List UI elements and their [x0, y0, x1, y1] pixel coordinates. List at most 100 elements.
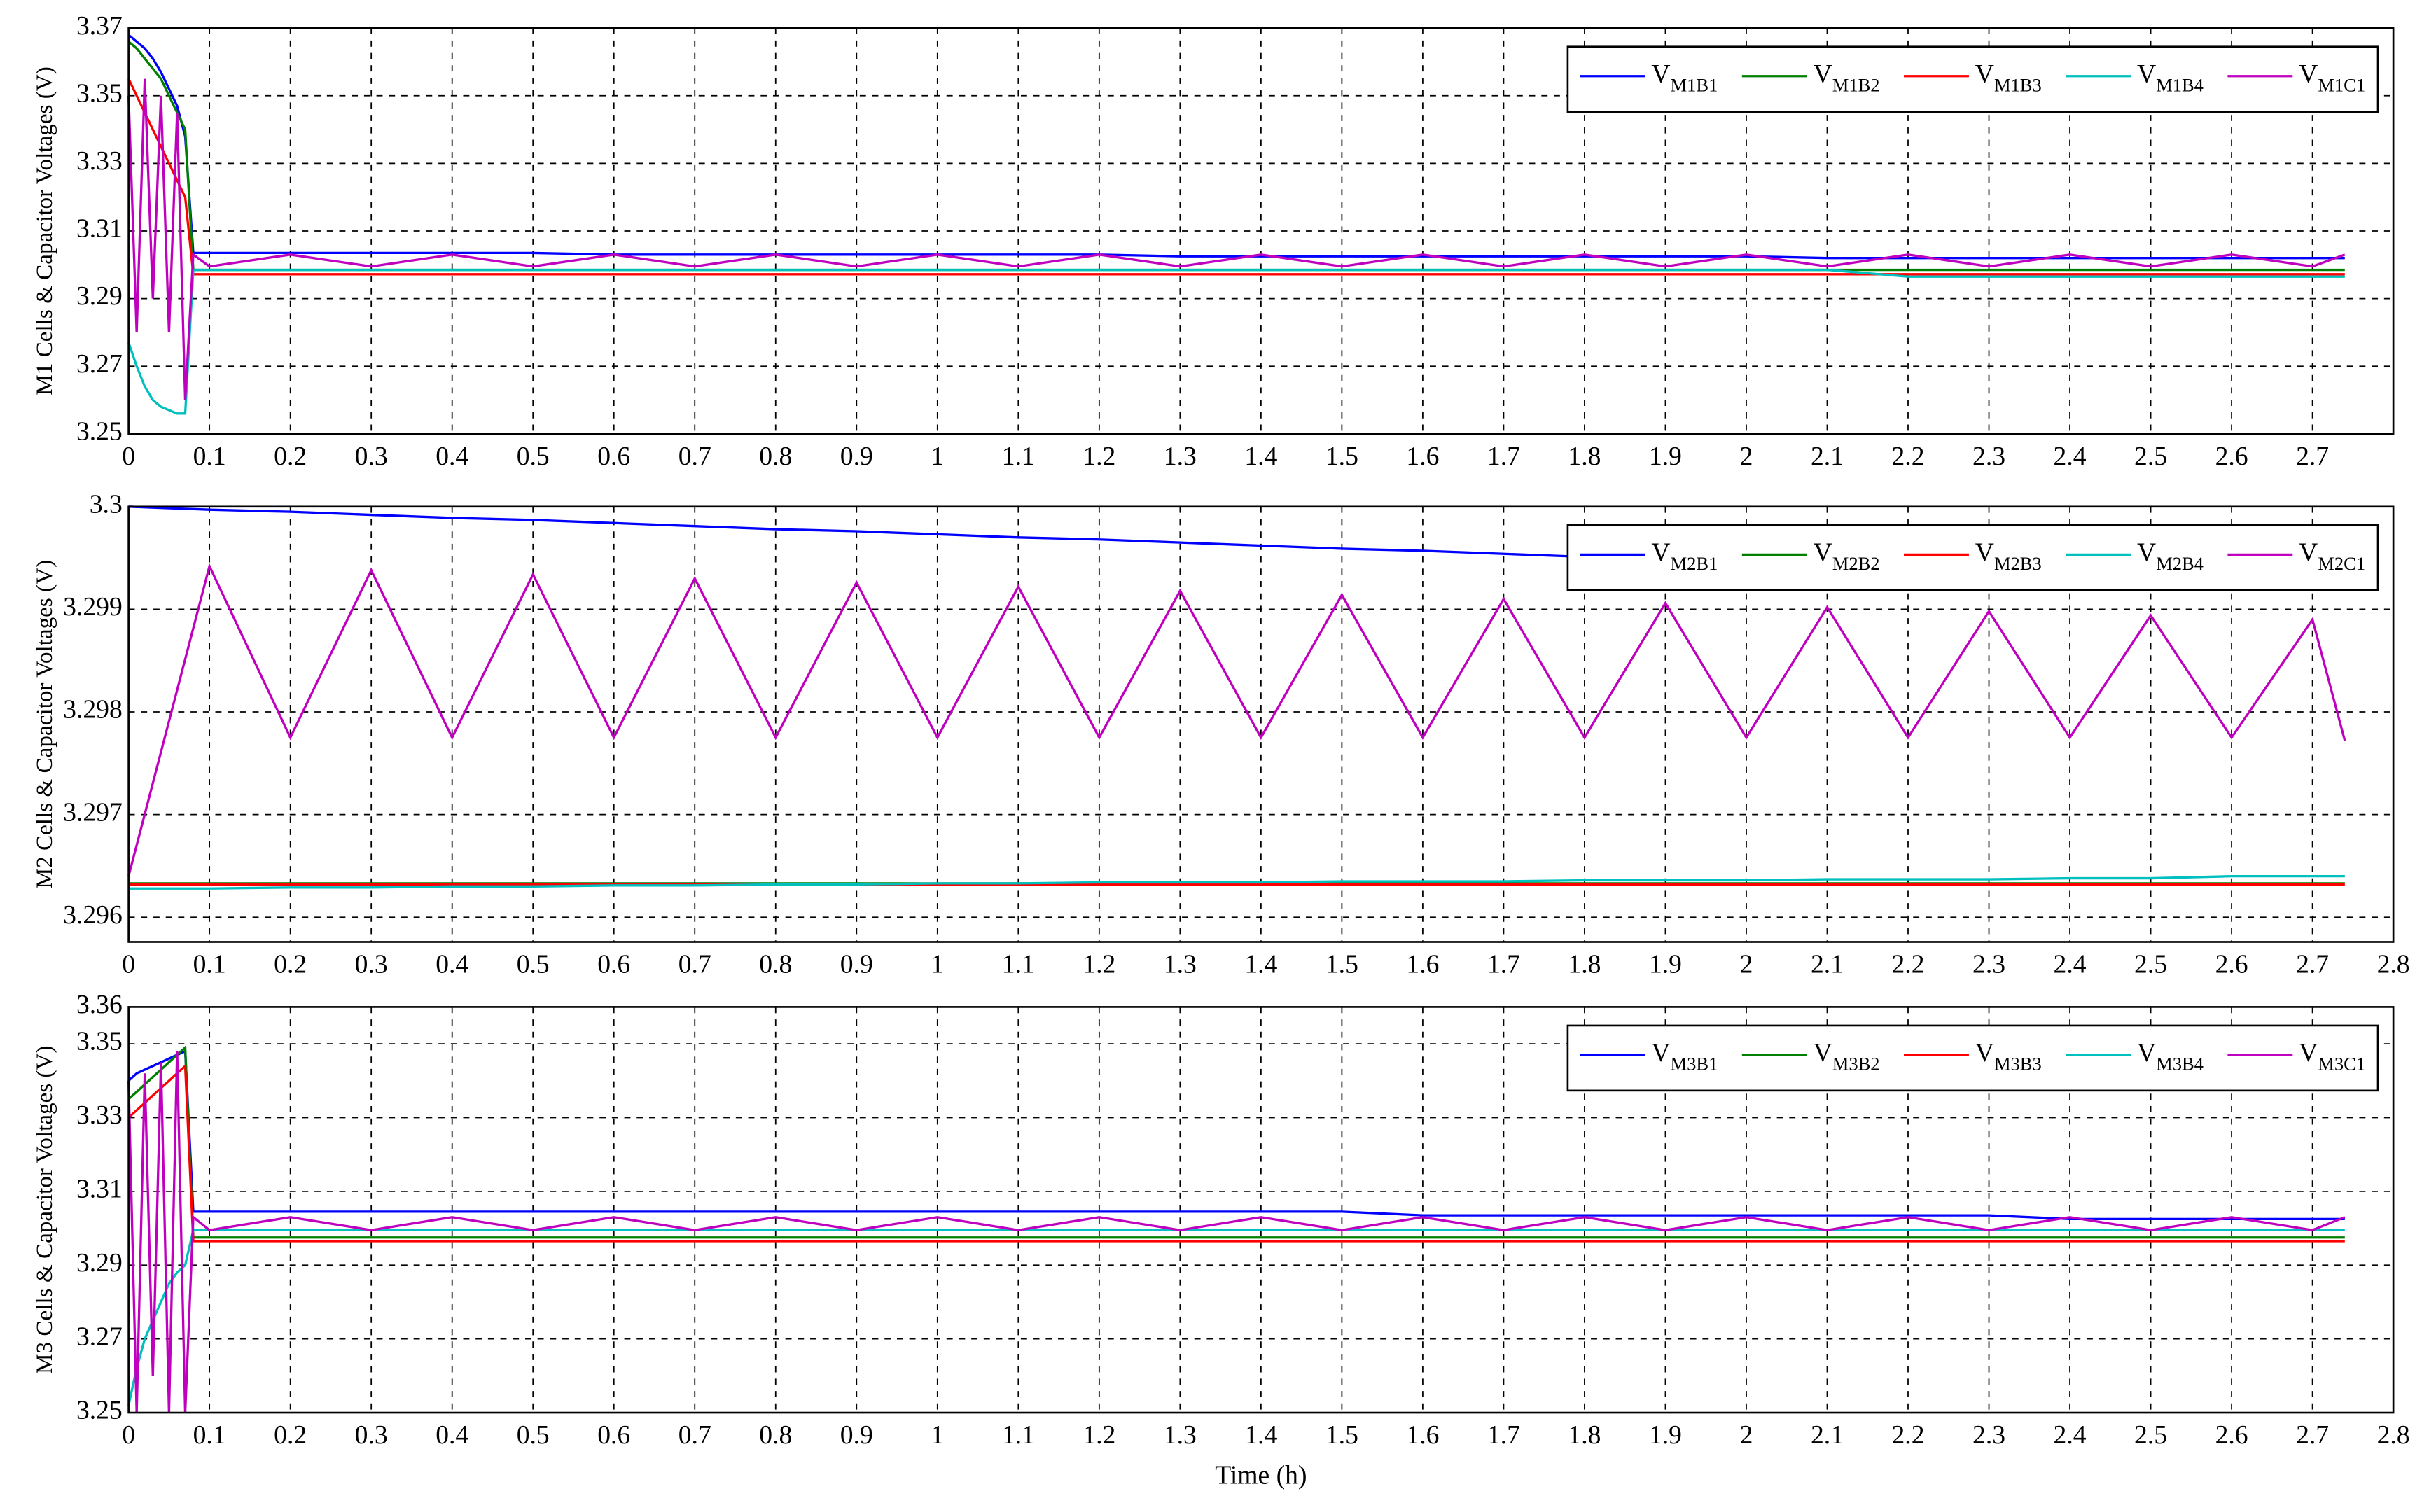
- x-tick-label: 1.1: [1002, 950, 1035, 979]
- legend-label: VM2B3: [1975, 538, 2042, 574]
- plot-frame: [127, 1006, 2395, 1414]
- legend-label: VM2C1: [2299, 538, 2365, 574]
- x-tick-label: 1.8: [1568, 1420, 1601, 1450]
- y-tick-label: 3.33: [76, 146, 123, 176]
- x-tick-label: 1.6: [1406, 1420, 1439, 1450]
- y-axis-label: M1 Cells & Capacitor Voltages (V): [32, 66, 57, 396]
- legend-box: [1566, 524, 2379, 592]
- series-line: [127, 78, 2345, 276]
- plot-frame: [127, 27, 2395, 435]
- x-tick-label: 0.1: [193, 950, 226, 979]
- x-tick-label: 0.3: [355, 950, 388, 979]
- y-tick-label: 3.36: [76, 990, 123, 1019]
- x-tick-label: 1.2: [1083, 442, 1115, 471]
- x-tick-label: 0.4: [436, 442, 468, 471]
- x-tick-label: 2.5: [2134, 1420, 2167, 1450]
- x-tick-label: 1.3: [1164, 442, 1197, 471]
- series-line: [128, 874, 2345, 890]
- x-tick-label: 2: [1740, 950, 1753, 979]
- x-tick-label: 0.3: [355, 1420, 388, 1450]
- y-tick-label: 3.29: [76, 281, 123, 311]
- x-tick-label: 0.7: [678, 950, 711, 979]
- y-tick-label: 3.33: [76, 1100, 123, 1130]
- y-tick-label: 3.35: [76, 78, 123, 108]
- x-tick-label: 1.1: [1002, 442, 1035, 471]
- y-tick-label: 3.299: [63, 592, 123, 622]
- legend-label: VM3B4: [2137, 1038, 2204, 1074]
- y-axis-label: M2 Cells & Capacitor Voltages (V): [32, 560, 57, 889]
- x-tick-label: 2.1: [1811, 950, 1844, 979]
- x-tick-label: 0.1: [193, 442, 226, 471]
- series-line: [127, 1228, 2345, 1406]
- x-tick-label: 1.5: [1325, 442, 1358, 471]
- x-tick-label: 0.3: [355, 442, 388, 471]
- legend-label: VM1B2: [1814, 59, 1880, 95]
- x-tick-label: 1.9: [1649, 442, 1682, 471]
- series-line: [127, 563, 2346, 877]
- x-tick-label: 0.5: [517, 442, 550, 471]
- x-tick-label: 0.6: [597, 442, 630, 471]
- y-tick-label: 3.298: [63, 695, 123, 724]
- x-tick-label: 2.1: [1811, 1420, 1844, 1450]
- legend-label: VM1B4: [2137, 59, 2204, 95]
- x-tick-label: 0.4: [436, 1420, 468, 1450]
- legend-label: VM2B1: [1651, 538, 1718, 574]
- x-tick-label: 2.3: [1972, 442, 2005, 471]
- y-tick-label: 3.27: [76, 1322, 123, 1351]
- y-tick-label: 3.29: [76, 1248, 123, 1278]
- x-tick-label: 1.9: [1649, 950, 1682, 979]
- x-tick-label: 1: [931, 950, 944, 979]
- x-tick-label: 2.1: [1811, 442, 1844, 471]
- x-tick-label: 0.7: [678, 1420, 711, 1450]
- y-tick-label: 3.297: [63, 797, 123, 827]
- x-tick-label: 2.3: [1972, 950, 2005, 979]
- x-tick-label: 0.2: [274, 442, 307, 471]
- x-tick-label: 0.8: [759, 950, 792, 979]
- x-tick-label: 0.9: [840, 950, 873, 979]
- x-tick-label: 1.6: [1406, 950, 1439, 979]
- x-tick-label: 0.1: [193, 1420, 226, 1450]
- x-tick-label: 2.8: [2377, 950, 2410, 979]
- x-tick-label: 0.8: [759, 442, 792, 471]
- x-tick-label: 1.3: [1164, 1420, 1197, 1450]
- x-tick-label: 0.6: [597, 1420, 630, 1450]
- series-line: [127, 1051, 2346, 1413]
- y-tick-label: 3.27: [76, 349, 123, 379]
- x-tick-label: 1.8: [1568, 950, 1601, 979]
- legend-label: VM2B2: [1814, 538, 1880, 574]
- x-tick-label: 0.7: [678, 442, 711, 471]
- plot-frame: [127, 505, 2395, 943]
- x-tick-label: 0.6: [597, 950, 630, 979]
- x-tick-label: 1.9: [1649, 1420, 1682, 1450]
- x-tick-label: 1.1: [1002, 1420, 1035, 1450]
- series-line: [127, 78, 2346, 400]
- x-tick-label: 1.7: [1487, 950, 1520, 979]
- x-tick-label: 1.4: [1244, 1420, 1277, 1450]
- x-tick-label: 1: [931, 442, 944, 471]
- y-tick-label: 3.25: [76, 1396, 123, 1425]
- x-tick-label: 1.5: [1325, 950, 1358, 979]
- x-tick-label: 2.2: [1892, 950, 1925, 979]
- x-tick-label: 2.2: [1892, 1420, 1925, 1450]
- y-tick-label: 3.296: [63, 900, 123, 930]
- x-tick-label: 1.6: [1406, 442, 1439, 471]
- x-tick-label: 2.6: [2215, 1420, 2248, 1450]
- x-tick-label: 0.2: [274, 950, 307, 979]
- x-tick-label: 0.5: [517, 950, 550, 979]
- x-tick-label: 2: [1740, 1420, 1753, 1450]
- y-axis-label: M3 Cells & Capacitor Voltages (V): [32, 1045, 57, 1374]
- x-tick-label: 0: [122, 950, 135, 979]
- x-tick-label: 0.9: [840, 442, 873, 471]
- x-tick-label: 0: [122, 442, 135, 471]
- legend-label: VM3B3: [1975, 1038, 2042, 1074]
- legend-label: VM1C1: [2299, 59, 2365, 95]
- x-tick-label: 1.5: [1325, 1420, 1358, 1450]
- x-tick-label: 2.3: [1972, 1420, 2005, 1450]
- y-tick-label: 3.3: [90, 489, 123, 519]
- legend-label: VM3B1: [1651, 1038, 1718, 1074]
- x-tick-label: 2: [1740, 442, 1753, 471]
- x-tick-label: 2.4: [2054, 442, 2087, 471]
- x-tick-label: 0.2: [274, 1420, 307, 1450]
- x-tick-label: 2.4: [2054, 1420, 2087, 1450]
